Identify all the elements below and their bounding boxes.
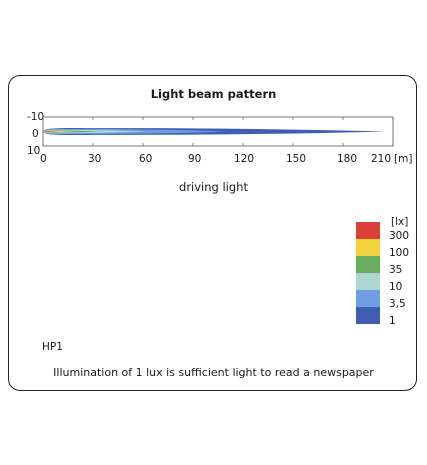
legend-swatch-3	[356, 273, 380, 290]
legend-swatch-5	[356, 307, 380, 324]
beam-plot	[42, 116, 394, 147]
legend-swatch-2	[356, 256, 380, 273]
beam-type-caption: driving light	[179, 180, 248, 194]
x-tick-60: 60	[139, 153, 153, 165]
x-tick-150: 150	[286, 153, 307, 165]
legend-label-0: 300	[389, 230, 410, 242]
model-label: HP1	[42, 341, 63, 353]
legend-label-4: 3,5	[389, 298, 406, 310]
x-tick-90: 90	[188, 153, 202, 165]
legend-label-5: 1	[389, 315, 396, 327]
y-tick-10: 10	[27, 145, 41, 157]
legend-unit: [lx]	[391, 216, 409, 228]
x-tick-30: 30	[88, 153, 102, 165]
y-tick-neg10: -10	[27, 111, 45, 123]
beam-pattern-card: Light beam pattern -10 0 10 0 30 60 90 1…	[8, 75, 417, 391]
legend-label-2: 35	[389, 264, 403, 276]
x-tick-120: 120	[234, 153, 255, 165]
legend-label-1: 100	[389, 247, 410, 259]
chart-title: Light beam pattern	[150, 87, 277, 101]
beam-zone-300-lux	[43, 131, 62, 132]
legend-swatch-1	[356, 239, 380, 256]
y-tick-0: 0	[32, 128, 39, 140]
lux-note: Illumination of 1 lux is sufficient ligh…	[53, 366, 374, 379]
x-tick-180: 180	[337, 153, 358, 165]
x-tick-210: 210	[371, 153, 392, 165]
x-tick-0: 0	[40, 153, 47, 165]
legend-swatch-0	[356, 222, 380, 239]
x-unit: [m]	[394, 153, 413, 165]
legend-swatch-4	[356, 290, 380, 307]
legend-label-3: 10	[389, 281, 403, 293]
